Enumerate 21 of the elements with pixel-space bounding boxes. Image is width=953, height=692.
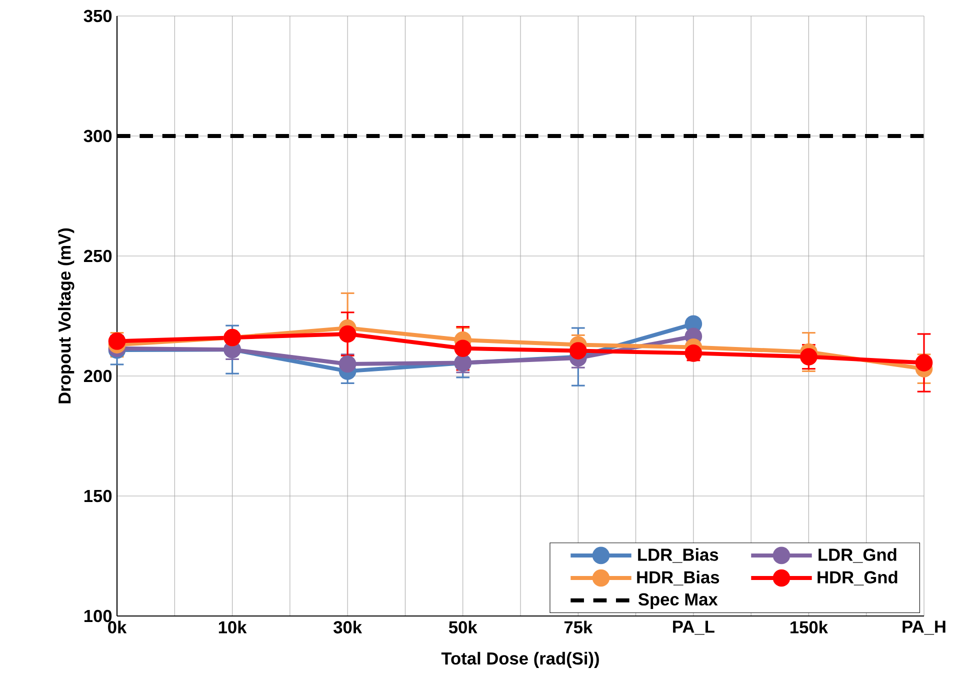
- x-tick-label: 150k: [790, 620, 828, 634]
- x-tick-label: PA_L: [673, 620, 714, 635]
- x-tick-label: 10k: [218, 620, 247, 634]
- legend-label: HDR_Bias: [637, 570, 720, 586]
- y-tick-label: 250: [84, 250, 112, 262]
- y-tick-label: 200: [84, 370, 112, 382]
- x-tick-label: 75k: [564, 620, 593, 634]
- y-axis-title: Dropout Voltage (mV): [58, 228, 74, 404]
- legend-label: HDR_Gnd: [818, 570, 898, 586]
- y-tick-label: 350: [84, 10, 112, 22]
- x-tick-label: 50k: [448, 620, 478, 634]
- legend-label: LDR_Gnd: [818, 548, 896, 563]
- legend-label: Spec Max: [638, 593, 718, 609]
- x-axis-title: Total Dose (rad(Si)): [441, 652, 599, 668]
- y-tick-label: 100: [84, 610, 112, 622]
- y-tick-label: 150: [84, 490, 112, 502]
- legend-label: LDR_Bias: [638, 548, 718, 563]
- x-tick-label: 30k: [334, 620, 362, 634]
- x-tick-label: PA_H: [902, 620, 946, 635]
- y-tick-label: 300: [84, 130, 112, 142]
- x-tick-label: 0k: [108, 620, 127, 634]
